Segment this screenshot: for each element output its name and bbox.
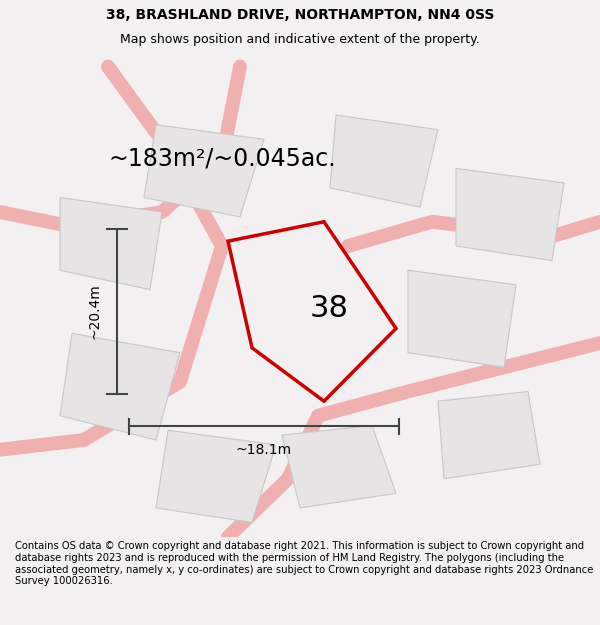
Text: 38, BRASHLAND DRIVE, NORTHAMPTON, NN4 0SS: 38, BRASHLAND DRIVE, NORTHAMPTON, NN4 0S… [106,8,494,21]
Polygon shape [60,333,180,440]
Text: Map shows position and indicative extent of the property.: Map shows position and indicative extent… [120,32,480,46]
Polygon shape [438,391,540,479]
Text: ~20.4m: ~20.4m [87,284,101,339]
Polygon shape [456,168,564,261]
Text: Contains OS data © Crown copyright and database right 2021. This information is : Contains OS data © Crown copyright and d… [15,541,593,586]
Text: 38: 38 [310,294,348,322]
Polygon shape [282,426,396,508]
Text: ~183m²/~0.045ac.: ~183m²/~0.045ac. [108,147,336,171]
Polygon shape [330,115,438,208]
Polygon shape [408,270,516,368]
Polygon shape [144,125,264,217]
Polygon shape [156,430,276,522]
Text: ~18.1m: ~18.1m [236,442,292,457]
Polygon shape [60,198,162,289]
